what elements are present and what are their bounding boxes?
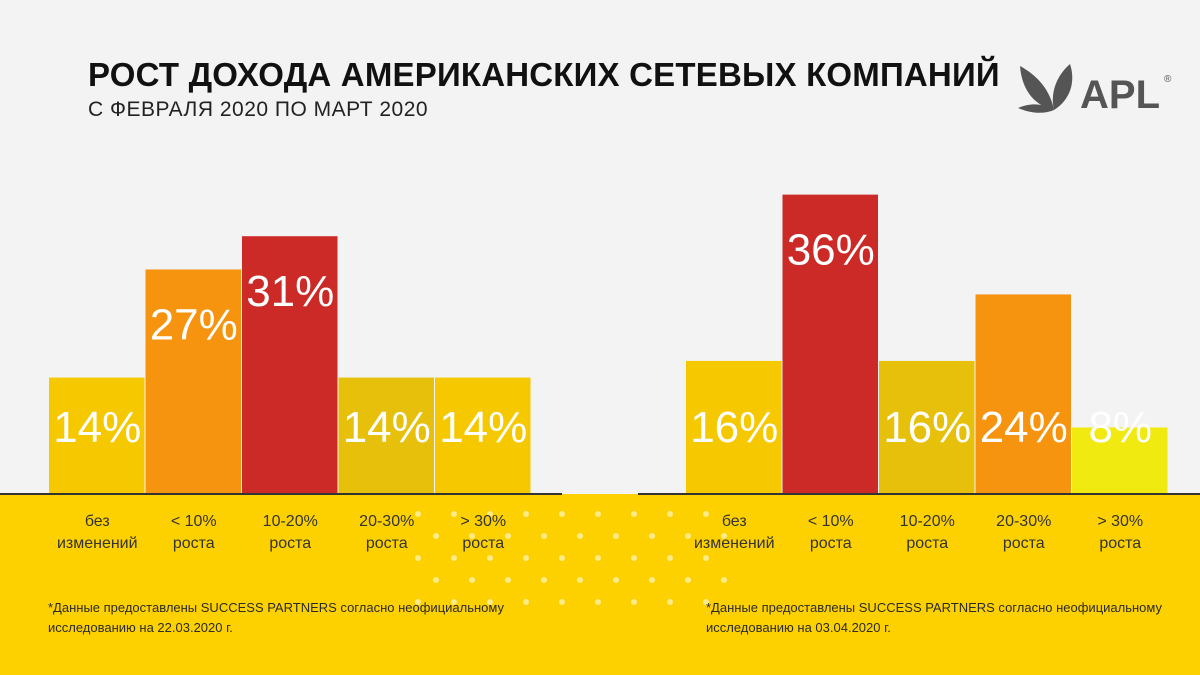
bar-chart-1: 14% без изменений 27% < 10% роста 31% 10-20% рос… bbox=[0, 236, 562, 552]
footnote-left: *Данные предоставлены SUCCESS PARTNERS с… bbox=[48, 600, 504, 635]
decor-dot bbox=[667, 599, 673, 605]
decor-dot bbox=[451, 599, 457, 605]
decor-dot bbox=[451, 511, 457, 517]
category-label: роста bbox=[906, 535, 948, 552]
category-label: > 30% bbox=[460, 513, 506, 530]
decor-dot bbox=[613, 533, 619, 539]
decor-dot bbox=[595, 555, 601, 561]
decor-dot bbox=[577, 533, 583, 539]
category-label: изменений bbox=[694, 535, 775, 552]
decor-dot bbox=[469, 577, 475, 583]
bar-value-label: 14% bbox=[439, 403, 527, 452]
category-label: > 30% bbox=[1097, 513, 1143, 530]
decor-dot bbox=[631, 511, 637, 517]
decor-dot bbox=[595, 511, 601, 517]
decor-dot bbox=[703, 599, 709, 605]
category-label: роста bbox=[269, 535, 311, 552]
brand-logo: APL ® bbox=[1014, 58, 1184, 124]
bar bbox=[1072, 427, 1168, 494]
bar-value-label: 16% bbox=[883, 403, 971, 452]
bar bbox=[435, 377, 531, 494]
category-label: < 10% bbox=[808, 513, 854, 530]
page-title: РОСТ ДОХОДА АМЕРИКАНСКИХ СЕТЕВЫХ КОМПАНИ… bbox=[88, 56, 1000, 93]
category-label: 10-20% bbox=[900, 513, 955, 530]
bar bbox=[242, 236, 338, 495]
decor-dot bbox=[505, 577, 511, 583]
decor-dot bbox=[505, 533, 511, 539]
bar-value-label: 27% bbox=[150, 300, 238, 349]
decor-dot bbox=[415, 599, 421, 605]
bar-value-label: 36% bbox=[787, 226, 875, 275]
bar bbox=[975, 294, 1071, 494]
decor-dot bbox=[649, 577, 655, 583]
leaves-icon bbox=[1018, 64, 1073, 113]
decor-dot bbox=[577, 577, 583, 583]
decor-dot bbox=[487, 555, 493, 561]
category-label: роста bbox=[462, 535, 504, 552]
category-label: роста bbox=[173, 535, 215, 552]
category-label: < 10% bbox=[171, 513, 217, 530]
decor-dot bbox=[613, 577, 619, 583]
decor-dot bbox=[541, 577, 547, 583]
decor-dot bbox=[487, 511, 493, 517]
registered-mark: ® bbox=[1164, 74, 1172, 85]
decor-dot bbox=[595, 599, 601, 605]
decor-dot bbox=[487, 599, 493, 605]
decor-dot bbox=[703, 555, 709, 561]
decor-dot bbox=[559, 555, 565, 561]
bar bbox=[49, 377, 145, 494]
bar-chart-2: 16% без изменений 36% < 10% роста 16% 10-20% рос… bbox=[638, 194, 1200, 552]
decor-dot bbox=[649, 533, 655, 539]
decor-dot bbox=[631, 599, 637, 605]
category-label: роста bbox=[1099, 535, 1141, 552]
category-label: роста bbox=[810, 535, 852, 552]
bottom-band bbox=[0, 494, 1200, 675]
category-label: без bbox=[85, 513, 110, 530]
category-label: 20-30% bbox=[359, 513, 414, 530]
footnote-right: *Данные предоставлены SUCCESS PARTNERS с… bbox=[706, 600, 1162, 635]
decor-dot bbox=[451, 555, 457, 561]
bar bbox=[879, 360, 975, 494]
category-label: роста bbox=[366, 535, 408, 552]
decor-dot bbox=[415, 511, 421, 517]
decor-dot bbox=[415, 555, 421, 561]
bar-value-label: 24% bbox=[980, 403, 1068, 452]
decor-dot bbox=[559, 511, 565, 517]
decor-dot bbox=[703, 511, 709, 517]
decor-dot bbox=[667, 511, 673, 517]
bar bbox=[145, 269, 241, 494]
decor-dot bbox=[667, 555, 673, 561]
decor-dot bbox=[523, 555, 529, 561]
bar-value-label: 31% bbox=[246, 267, 334, 316]
page-subtitle: С ФЕВРАЛЯ 2020 ПО МАРТ 2020 bbox=[88, 98, 429, 121]
decor-dot bbox=[685, 533, 691, 539]
bar-value-label: 14% bbox=[53, 403, 141, 452]
logo-text: APL bbox=[1080, 73, 1160, 117]
decor-dot bbox=[721, 577, 727, 583]
bar bbox=[782, 194, 878, 494]
category-label: без bbox=[722, 513, 747, 530]
decor-dot bbox=[523, 511, 529, 517]
category-label: 10-20% bbox=[263, 513, 318, 530]
decor-dot bbox=[541, 533, 547, 539]
decor-dot bbox=[469, 533, 475, 539]
bar-value-label: 8% bbox=[1088, 403, 1152, 452]
decor-dot bbox=[433, 577, 439, 583]
decor-dot bbox=[523, 599, 529, 605]
dot-pattern bbox=[415, 511, 727, 605]
bar-value-label: 14% bbox=[343, 403, 431, 452]
category-label: 20-30% bbox=[996, 513, 1051, 530]
decor-dot bbox=[559, 599, 565, 605]
bar bbox=[338, 377, 434, 494]
category-label: изменений bbox=[57, 535, 138, 552]
bar-value-label: 16% bbox=[690, 403, 778, 452]
decor-dot bbox=[685, 577, 691, 583]
decor-dot bbox=[721, 533, 727, 539]
category-label: роста bbox=[1003, 535, 1045, 552]
decor-dot bbox=[433, 533, 439, 539]
decor-dot bbox=[631, 555, 637, 561]
bar bbox=[686, 360, 782, 494]
